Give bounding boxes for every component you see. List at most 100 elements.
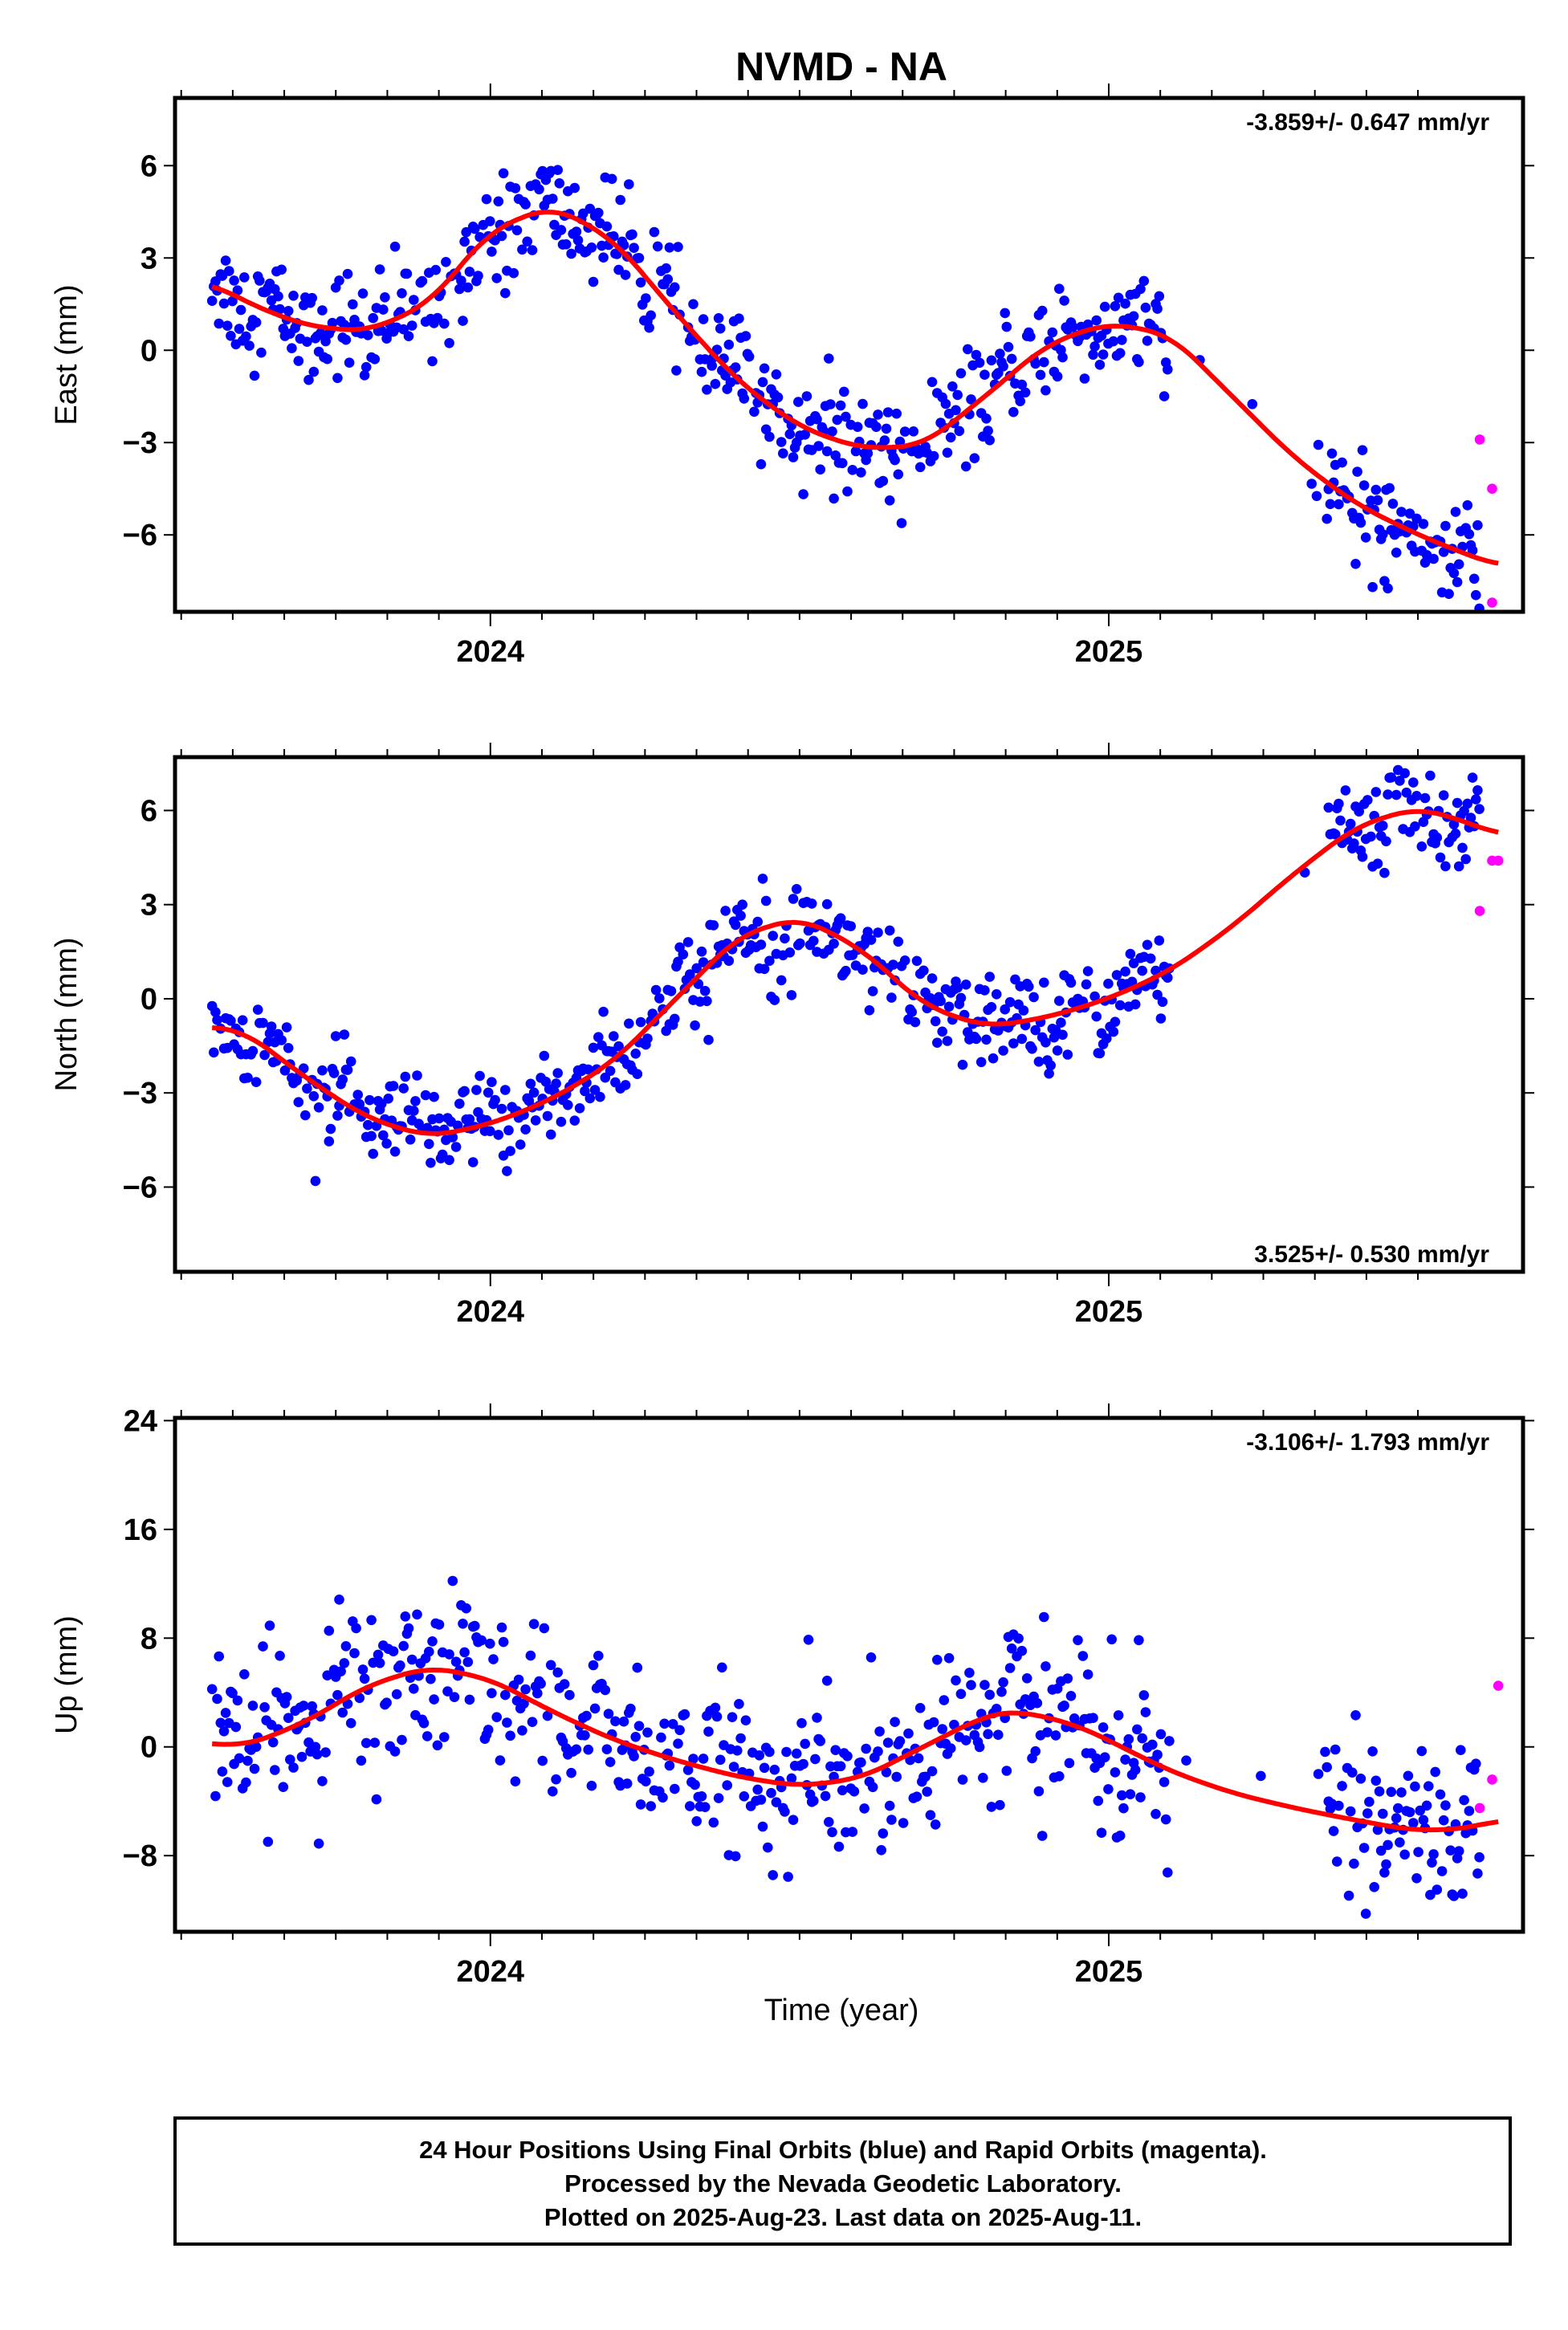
final-point xyxy=(1345,1806,1356,1817)
final-point xyxy=(249,1763,260,1774)
final-point xyxy=(1369,1882,1379,1892)
final-point xyxy=(871,422,882,432)
final-point xyxy=(940,398,951,409)
final-point xyxy=(487,1077,497,1087)
final-point xyxy=(974,357,985,369)
final-point xyxy=(1391,789,1402,800)
final-point xyxy=(955,368,967,379)
final-point xyxy=(1370,1775,1382,1786)
final-point xyxy=(966,1680,976,1690)
final-point xyxy=(685,969,695,980)
final-point xyxy=(1094,360,1106,370)
final-point xyxy=(732,1745,743,1756)
final-point xyxy=(873,927,883,938)
final-point xyxy=(810,1754,821,1765)
final-point xyxy=(768,1870,778,1880)
final-point xyxy=(769,995,780,1005)
final-point xyxy=(374,264,385,275)
rapid-point xyxy=(1487,597,1497,608)
final-point xyxy=(1163,364,1173,375)
final-point xyxy=(981,413,992,424)
final-point xyxy=(1472,785,1483,796)
final-point xyxy=(412,1609,422,1620)
final-point xyxy=(252,1004,263,1015)
final-point xyxy=(1322,1762,1332,1773)
final-point xyxy=(220,255,231,266)
final-point xyxy=(891,408,902,419)
final-point xyxy=(1453,1846,1464,1856)
final-point xyxy=(914,1703,926,1713)
final-point xyxy=(1152,1750,1163,1760)
final-point xyxy=(430,264,441,275)
final-point xyxy=(1423,1781,1434,1791)
final-point xyxy=(1435,852,1446,863)
final-point xyxy=(820,1790,831,1802)
final-point xyxy=(1138,1690,1150,1701)
final-point xyxy=(1448,1891,1460,1901)
final-point xyxy=(624,1018,634,1029)
final-point xyxy=(1111,970,1122,980)
final-point xyxy=(749,406,760,418)
final-point xyxy=(209,1047,219,1058)
final-point xyxy=(378,1130,389,1141)
final-point xyxy=(1041,1661,1051,1672)
final-point xyxy=(456,275,466,286)
final-point xyxy=(841,411,851,422)
final-point xyxy=(1006,1643,1017,1654)
final-point xyxy=(281,1692,292,1702)
final-point xyxy=(1103,978,1114,989)
final-point xyxy=(717,1662,727,1673)
final-point xyxy=(620,1080,631,1090)
final-point xyxy=(878,1828,889,1839)
final-point xyxy=(927,377,938,388)
final-point xyxy=(1428,1849,1439,1860)
final-point xyxy=(798,1758,808,1770)
final-point xyxy=(340,334,352,345)
final-point xyxy=(1137,965,1147,976)
final-point xyxy=(485,216,495,226)
final-point xyxy=(691,1816,702,1827)
final-point xyxy=(1378,821,1388,831)
final-point xyxy=(545,1660,556,1671)
final-point xyxy=(491,1712,502,1722)
final-point xyxy=(285,1754,295,1765)
final-point xyxy=(635,1016,646,1028)
final-point xyxy=(566,1767,576,1778)
final-point xyxy=(891,1771,902,1782)
final-point xyxy=(715,323,726,334)
final-point xyxy=(1052,1045,1063,1056)
final-point xyxy=(621,1778,633,1789)
final-point xyxy=(1088,349,1098,360)
final-point xyxy=(752,916,763,927)
final-point xyxy=(241,331,251,342)
final-point xyxy=(1379,1868,1390,1878)
final-point xyxy=(786,990,797,1000)
final-point xyxy=(1419,792,1431,804)
final-point xyxy=(1091,315,1102,326)
final-point xyxy=(1378,529,1388,540)
final-point xyxy=(1372,858,1383,869)
y-axis-label: East (mm) xyxy=(50,284,83,425)
final-point xyxy=(842,1751,853,1762)
final-point xyxy=(459,1086,470,1097)
final-point xyxy=(850,446,861,457)
final-point xyxy=(1330,1744,1341,1755)
final-point xyxy=(593,1032,604,1042)
final-point xyxy=(1435,1789,1446,1800)
final-point xyxy=(629,242,639,254)
final-point xyxy=(1432,832,1443,843)
final-point xyxy=(432,312,443,324)
final-point xyxy=(500,287,511,299)
rapid-point xyxy=(1474,1802,1485,1814)
final-point xyxy=(927,973,938,984)
final-point xyxy=(258,1017,268,1029)
final-point xyxy=(1099,301,1110,312)
final-point xyxy=(360,361,372,373)
final-point xyxy=(1108,336,1119,347)
final-point xyxy=(1039,1611,1049,1623)
final-point xyxy=(226,1016,236,1026)
final-point xyxy=(1401,787,1412,798)
final-point xyxy=(525,1650,536,1661)
final-point xyxy=(1004,996,1016,1008)
final-point xyxy=(1444,589,1454,599)
